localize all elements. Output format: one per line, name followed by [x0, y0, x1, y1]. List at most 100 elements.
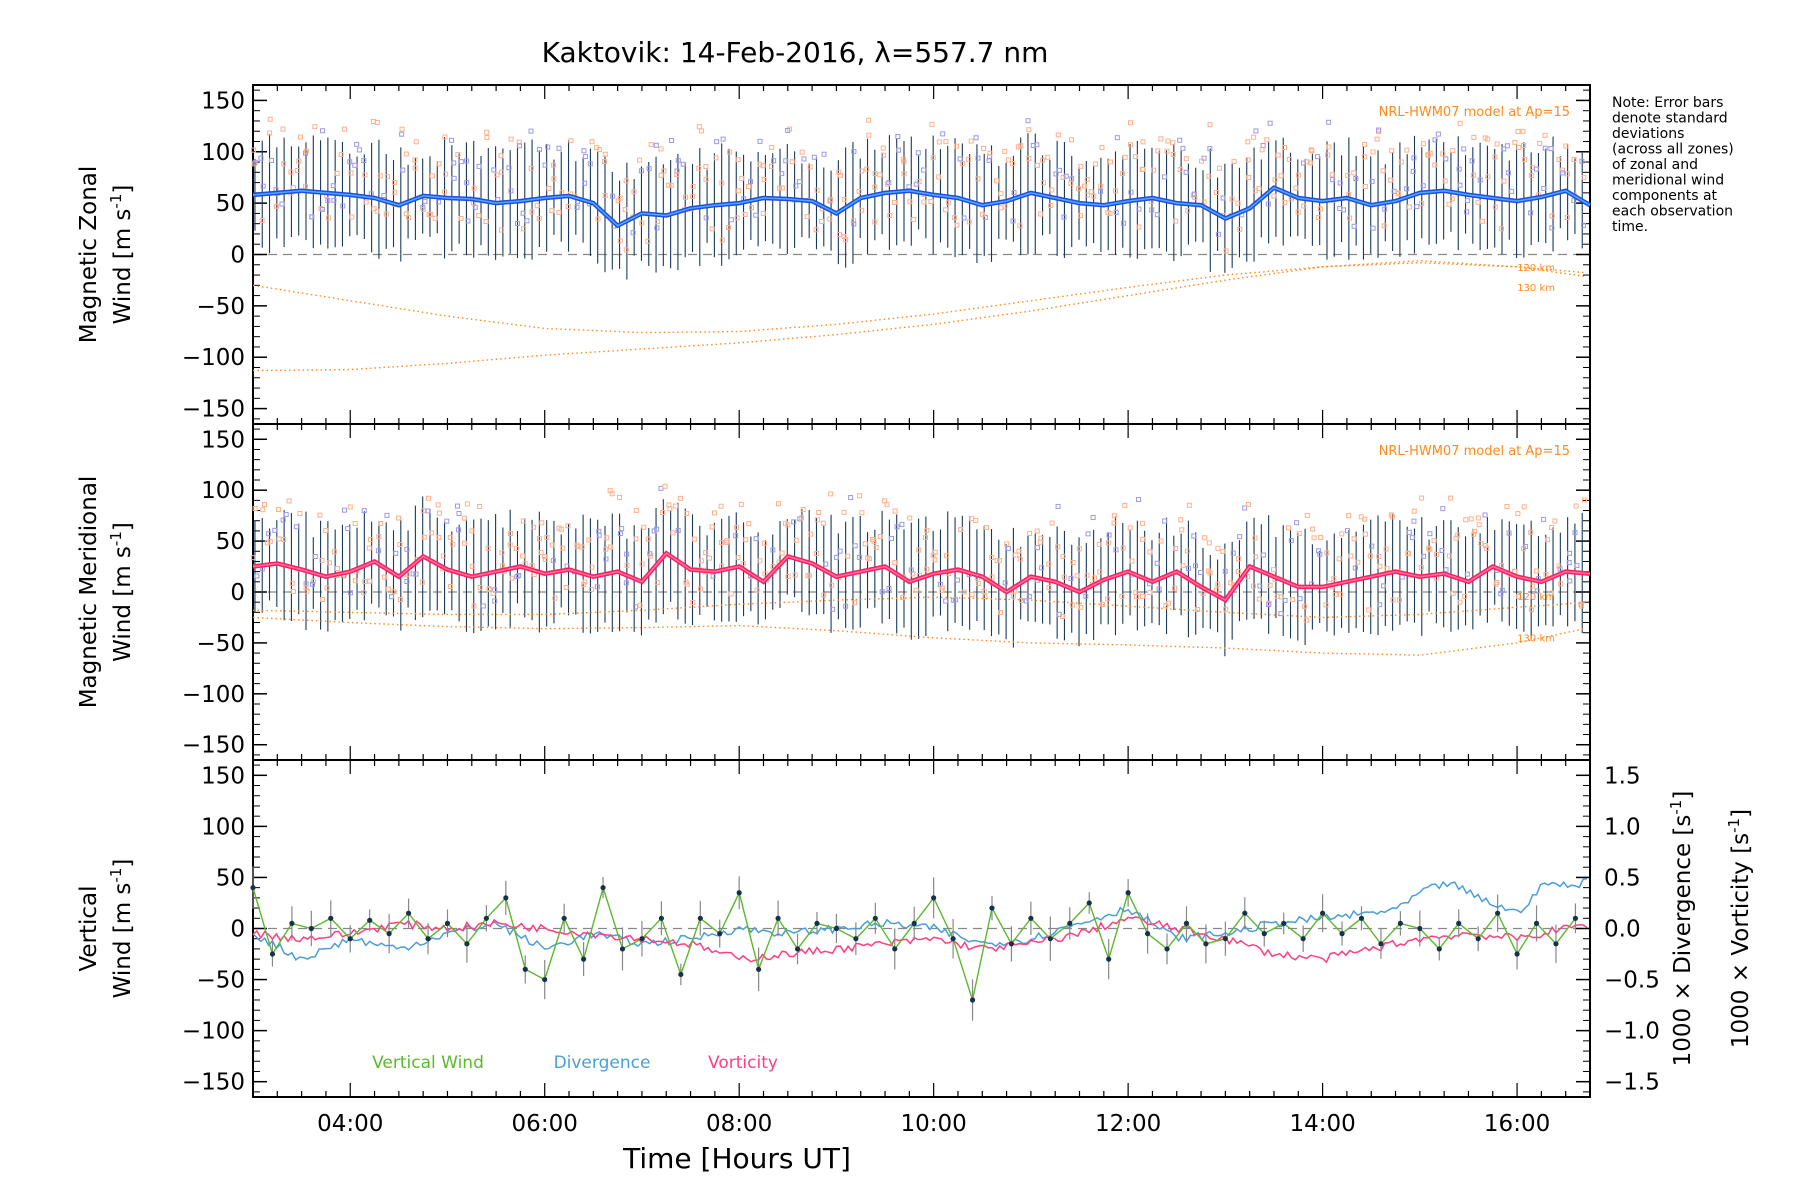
zone-sample [559, 190, 565, 196]
zone-sample [1337, 180, 1343, 186]
zone-sample [521, 226, 527, 232]
zone-sample [404, 546, 410, 552]
zone-sample [1013, 552, 1019, 558]
zone-sample [895, 134, 901, 140]
zone-sample [1450, 590, 1456, 596]
vertical-wind-point [269, 951, 276, 957]
zone-sample [968, 138, 974, 144]
zone-sample [1183, 169, 1189, 175]
zone-sample [1027, 530, 1033, 536]
zone-sample [921, 199, 927, 205]
zone-sample [1158, 538, 1164, 544]
zone-sample [1404, 147, 1410, 153]
zone-sample [529, 563, 535, 569]
zone-sample [783, 158, 789, 164]
zone-sample [675, 528, 681, 534]
zone-sample [619, 526, 625, 532]
zone-sample [288, 169, 294, 175]
zone-sample [1215, 545, 1221, 551]
zone-sample [520, 553, 526, 559]
zone-sample [331, 197, 337, 203]
zone-sample [1237, 534, 1243, 540]
zone-sample [1085, 531, 1091, 537]
zone-sample [975, 176, 981, 182]
vertical-wind-point [1553, 941, 1559, 947]
zone-sample [531, 524, 537, 530]
zone-sample [1216, 165, 1222, 171]
zone-sample [718, 503, 724, 509]
altitude-label-130km: 130 km [1517, 634, 1555, 645]
zone-sample [250, 555, 256, 561]
zone-sample [1015, 144, 1021, 150]
y-tick-label: 0 [230, 917, 245, 943]
zone-sample [1026, 594, 1032, 600]
vertical-wind-point [1300, 936, 1306, 942]
zone-sample [666, 502, 672, 508]
legend-item: Divergence [554, 1053, 651, 1073]
zone-sample [1381, 223, 1387, 229]
zone-sample [1236, 556, 1242, 562]
zone-sample [1296, 530, 1302, 536]
zone-sample [596, 528, 602, 534]
zone-sample [1355, 559, 1361, 565]
y-axis-label-line2: Wind [m s-1] [107, 522, 136, 662]
zone-sample [951, 597, 957, 603]
zone-sample [381, 574, 387, 580]
vertical-wind-point [639, 936, 645, 942]
zone-sample [872, 171, 878, 177]
zone-sample [297, 134, 303, 140]
zone-sample [1230, 550, 1236, 556]
zone-sample [384, 174, 390, 180]
zone-sample [698, 128, 704, 134]
zone-sample [290, 588, 296, 594]
zone-sample [375, 548, 381, 554]
zone-sample [793, 537, 799, 543]
zone-sample [884, 501, 890, 507]
zone-sample [1521, 504, 1527, 510]
zone-sample [565, 523, 571, 529]
zone-sample [560, 545, 566, 551]
zone-sample [899, 521, 905, 527]
zone-sample [1515, 128, 1521, 134]
zone-sample [1005, 157, 1011, 163]
zone-sample [661, 168, 667, 174]
zone-sample [668, 182, 674, 188]
zone-sample [1140, 536, 1146, 542]
zone-sample [709, 524, 715, 530]
zone-sample [254, 573, 260, 579]
zone-sample [998, 191, 1004, 197]
zone-sample [1494, 141, 1500, 147]
zone-sample [1309, 148, 1315, 154]
zone-sample [647, 551, 653, 557]
superscript: -1 [1667, 800, 1685, 815]
zone-sample [720, 136, 726, 142]
zone-sample [637, 157, 643, 163]
zone-sample [499, 550, 505, 556]
zone-sample [260, 183, 266, 189]
zone-sample [959, 161, 965, 167]
zone-sample [1105, 596, 1111, 602]
vertical-wind-point [853, 936, 859, 942]
zone-sample [528, 128, 534, 134]
zone-sample [1011, 190, 1017, 196]
zone-sample [436, 161, 442, 167]
zone-sample [1170, 140, 1176, 146]
zone-sample [384, 512, 390, 518]
bracket: ] [110, 185, 136, 194]
zone-sample [447, 535, 453, 541]
zone-sample [1300, 160, 1306, 166]
zone-sample [928, 198, 934, 204]
zone-sample [1352, 565, 1358, 571]
zone-sample [458, 215, 464, 221]
zone-sample [485, 545, 491, 551]
zone-sample [762, 571, 768, 577]
zone-sample [1295, 172, 1301, 178]
zone-sample [483, 219, 489, 225]
zone-sample [491, 167, 497, 173]
vertical-wind-point [794, 946, 801, 952]
zone-sample [436, 199, 442, 205]
zone-sample [1537, 141, 1543, 147]
zone-sample [1382, 206, 1388, 212]
zone-sample [1099, 145, 1105, 151]
zone-sample [1552, 518, 1558, 524]
